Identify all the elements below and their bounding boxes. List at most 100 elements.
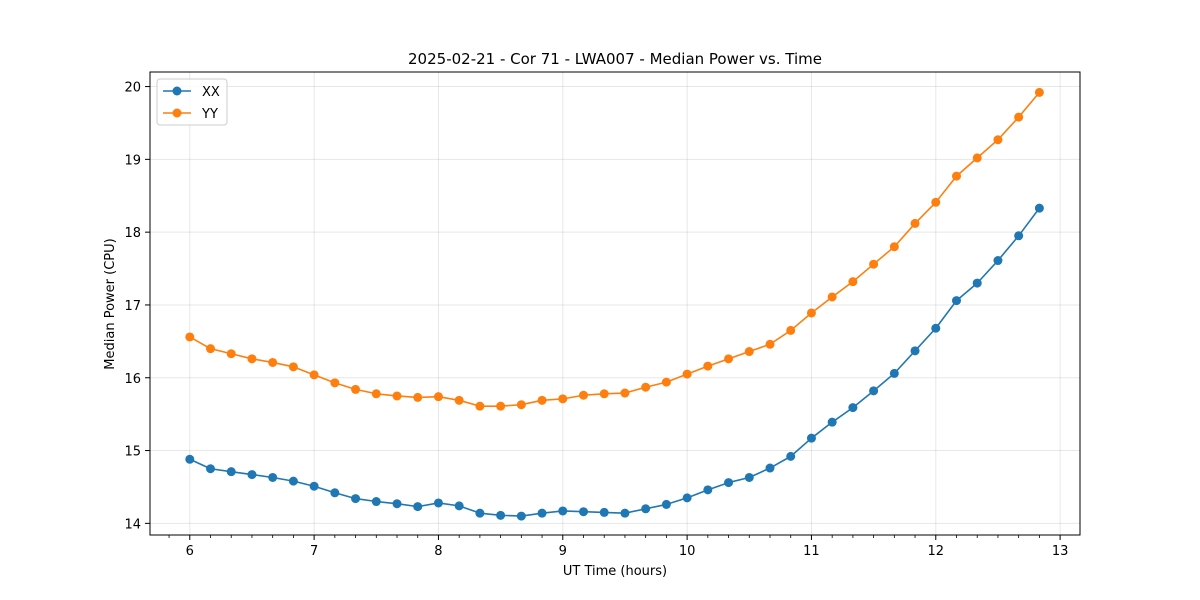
- series-yy-point: [661, 377, 671, 387]
- series-yy-point: [724, 354, 734, 364]
- series-xx-point: [392, 499, 402, 509]
- series-yy-point: [371, 389, 381, 399]
- series-yy-point: [682, 369, 692, 379]
- series-xx-point: [744, 472, 754, 482]
- series-yy-point: [827, 292, 837, 302]
- series-xx-point: [226, 467, 236, 477]
- y-tick-label: 19: [124, 153, 141, 168]
- series-xx-point: [869, 386, 879, 396]
- series-yy-point: [226, 349, 236, 359]
- series-xx-point: [475, 508, 485, 518]
- series-xx-point: [516, 511, 526, 521]
- series-yy-point: [496, 401, 506, 411]
- series-yy-point: [537, 395, 547, 405]
- series-yy-point: [309, 370, 319, 380]
- legend: XX YY: [156, 78, 228, 126]
- x-tick-label: 6: [186, 544, 194, 559]
- series-xx-point: [682, 493, 692, 503]
- series-yy-point: [848, 277, 858, 287]
- series-xx-point: [433, 498, 443, 508]
- series-xx-point: [371, 497, 381, 507]
- series-xx-point: [786, 451, 796, 461]
- x-tick-label: 12: [928, 544, 945, 559]
- y-tick-label: 20: [124, 81, 141, 96]
- series-yy-point: [744, 347, 754, 357]
- series-yy-line: [189, 91, 1040, 407]
- series-xx-point: [537, 508, 547, 518]
- series-xx-point: [806, 433, 816, 443]
- series-yy-point: [620, 388, 630, 398]
- legend-xx-label: XX: [202, 85, 220, 100]
- series-xx-point: [910, 346, 920, 356]
- series-yy-point: [765, 339, 775, 349]
- series-yy-point: [889, 242, 899, 252]
- series-yy-point: [931, 197, 941, 207]
- x-tick-label: 11: [803, 544, 820, 559]
- series-xx-point: [972, 278, 982, 288]
- series-yy-point: [413, 392, 423, 402]
- series-xx-point: [641, 504, 651, 514]
- series-yy-point: [475, 401, 485, 411]
- series-xx-point: [952, 296, 962, 306]
- series-yy-point: [351, 384, 361, 394]
- y-axis-label: Median Power (CPU): [103, 238, 118, 369]
- plot-frame: [149, 71, 1081, 536]
- series-yy-point: [1014, 112, 1024, 122]
- series-xx-point: [661, 499, 671, 509]
- series-xx-point: [827, 417, 837, 427]
- series-xx-point: [247, 470, 257, 480]
- x-tick-label: 7: [310, 544, 318, 559]
- series-yy-point: [599, 389, 609, 399]
- y-tick-label: 18: [124, 226, 141, 241]
- y-tick-label: 15: [124, 445, 141, 460]
- x-tick-label: 10: [679, 544, 696, 559]
- chart-title: 2025-02-21 - Cor 71 - LWA007 - Median Po…: [408, 50, 822, 68]
- series-xx-point: [454, 501, 464, 511]
- series-yy-point: [247, 354, 257, 364]
- series-yy-point: [993, 135, 1003, 145]
- legend-yy-marker: [172, 108, 182, 118]
- y-tick-label: 17: [124, 299, 141, 314]
- series-yy-point: [433, 392, 443, 402]
- series-yy-point: [288, 362, 298, 372]
- series-xx-point: [993, 256, 1003, 266]
- series-xx-point: [288, 476, 298, 486]
- series-yy: [185, 87, 1044, 411]
- series-yy-point: [579, 390, 589, 400]
- series-xx-point: [579, 507, 589, 517]
- series-xx-point: [185, 454, 195, 464]
- series-yy-point: [1034, 87, 1044, 97]
- series-yy-point: [206, 344, 216, 354]
- series-xx-point: [889, 368, 899, 378]
- series-xx-point: [703, 485, 713, 495]
- series-xx-point: [268, 472, 278, 482]
- series-xx-point: [620, 508, 630, 518]
- series-xx-point: [496, 510, 506, 520]
- series-xx-point: [206, 464, 216, 474]
- x-tick-label: 8: [434, 544, 442, 559]
- series-xx-line: [189, 207, 1041, 517]
- series-xx-point: [558, 506, 568, 516]
- series-xx: [185, 203, 1044, 521]
- series-yy-point: [454, 395, 464, 405]
- series-yy-point: [972, 153, 982, 163]
- series-yy-point: [268, 357, 278, 367]
- x-axis-label: UT Time (hours): [563, 564, 667, 579]
- series-xx-point: [330, 488, 340, 498]
- series-xx-point: [848, 403, 858, 413]
- series-xx-point: [931, 323, 941, 333]
- series-yy-point: [910, 218, 920, 228]
- legend-xx-marker: [172, 86, 182, 96]
- series-yy-point: [806, 308, 816, 318]
- series-yy-point: [392, 391, 402, 401]
- axis-ticks: 6 7 8 9 10 11 12 13 14 15 16 17 18 19 20: [124, 81, 1068, 559]
- series-yy-point: [703, 361, 713, 371]
- series-layer: [185, 87, 1044, 521]
- grid: [150, 72, 1080, 535]
- x-tick-label: 13: [1052, 544, 1069, 559]
- series-yy-point: [330, 378, 340, 388]
- series-yy-point: [185, 332, 195, 342]
- series-xx-point: [309, 481, 319, 491]
- series-yy-point: [869, 259, 879, 269]
- series-yy-point: [641, 382, 651, 392]
